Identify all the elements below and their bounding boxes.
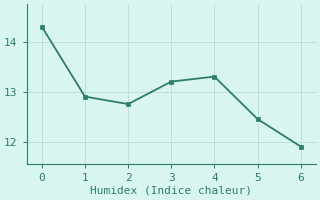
X-axis label: Humidex (Indice chaleur): Humidex (Indice chaleur): [90, 186, 252, 196]
